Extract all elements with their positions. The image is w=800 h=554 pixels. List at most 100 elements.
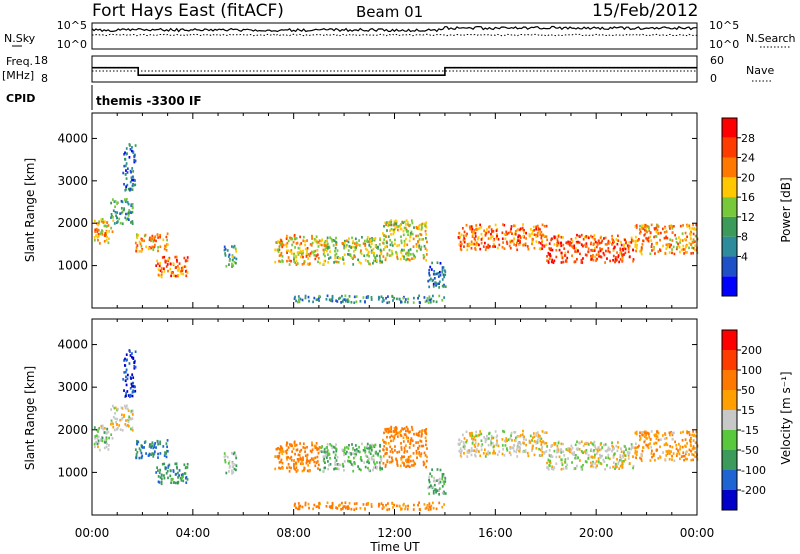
power-cell bbox=[295, 254, 297, 258]
velocity-cell bbox=[123, 389, 125, 392]
power-cell bbox=[459, 244, 462, 247]
power-cell bbox=[642, 227, 645, 230]
power-cell bbox=[344, 299, 347, 303]
power-cell bbox=[153, 236, 156, 240]
power-cell bbox=[552, 261, 555, 264]
power-cell bbox=[615, 256, 617, 259]
power-cell bbox=[496, 227, 499, 231]
velocity-cell bbox=[137, 440, 140, 444]
velocity-cell bbox=[355, 448, 358, 451]
velocity-cell bbox=[677, 442, 680, 446]
power-cell bbox=[630, 236, 633, 240]
velocity-cell bbox=[435, 507, 438, 511]
velocity-cell bbox=[671, 433, 674, 437]
velocity-cell bbox=[337, 467, 340, 471]
velocity-cell bbox=[336, 463, 339, 466]
velocity-cell bbox=[604, 443, 607, 446]
power-cell bbox=[506, 242, 509, 245]
power-cell bbox=[531, 229, 534, 233]
power-cell bbox=[428, 271, 431, 275]
power-cell bbox=[274, 260, 277, 264]
power-cell bbox=[646, 225, 649, 228]
velocity-colorbar-tick-label: -15 bbox=[741, 424, 759, 437]
power-cell bbox=[343, 244, 346, 248]
power-cell bbox=[425, 233, 427, 236]
velocity-cell bbox=[325, 456, 328, 459]
power-cell bbox=[127, 218, 130, 222]
power-cell bbox=[635, 226, 638, 229]
power-cell bbox=[349, 254, 352, 258]
power-cell bbox=[303, 260, 306, 263]
power-cell bbox=[580, 261, 583, 264]
velocity-cell bbox=[678, 452, 681, 456]
velocity-cell bbox=[149, 443, 152, 446]
velocity-cell bbox=[683, 454, 686, 458]
velocity-cell bbox=[172, 481, 175, 484]
power-cell bbox=[93, 238, 96, 242]
power-colorbar-swatch bbox=[722, 276, 737, 296]
power-cell bbox=[112, 209, 115, 213]
velocity-cell bbox=[298, 507, 301, 511]
power-cell bbox=[278, 259, 280, 263]
power-cell bbox=[347, 252, 349, 256]
power-cell bbox=[487, 243, 490, 247]
power-cell bbox=[423, 244, 426, 248]
velocity-cell bbox=[441, 475, 444, 478]
velocity-cell bbox=[347, 507, 350, 510]
velocity-cell bbox=[157, 480, 160, 484]
velocity-cell bbox=[298, 453, 301, 457]
power-cell bbox=[562, 236, 564, 239]
power-cell bbox=[327, 261, 330, 264]
velocity-cell bbox=[634, 446, 637, 450]
power-cell bbox=[668, 251, 671, 254]
power-cell bbox=[690, 243, 692, 246]
power-cell bbox=[671, 231, 674, 234]
velocity-cell bbox=[407, 429, 409, 433]
velocity-cell bbox=[541, 450, 544, 454]
velocity-cell bbox=[439, 468, 442, 472]
velocity-cell bbox=[127, 409, 130, 412]
velocity-cell bbox=[314, 456, 317, 460]
power-cell bbox=[174, 255, 177, 259]
power-cell bbox=[400, 235, 402, 239]
power-cell bbox=[93, 219, 96, 223]
power-cell bbox=[383, 234, 386, 238]
velocity-cell bbox=[110, 419, 113, 423]
power-cell bbox=[591, 248, 594, 252]
power-cell bbox=[490, 228, 493, 231]
velocity-cell bbox=[393, 426, 396, 430]
power-cell bbox=[110, 212, 113, 216]
power-cell bbox=[134, 179, 136, 182]
velocity-cell bbox=[556, 450, 558, 454]
velocity-cell bbox=[370, 456, 373, 459]
power-cell bbox=[159, 269, 162, 273]
velocity-cell bbox=[299, 456, 302, 460]
power-cell bbox=[685, 251, 687, 254]
velocity-cell bbox=[521, 433, 524, 436]
velocity-cell bbox=[407, 504, 409, 508]
power-cell bbox=[476, 237, 479, 241]
power-cell bbox=[341, 241, 344, 245]
power-cell bbox=[477, 236, 480, 239]
velocity-cell bbox=[551, 465, 554, 468]
power-cell bbox=[434, 281, 437, 284]
power-cell bbox=[502, 241, 505, 244]
power-cell bbox=[603, 237, 605, 240]
power-cell bbox=[425, 225, 428, 229]
power-cell bbox=[103, 220, 106, 224]
power-cell bbox=[306, 249, 309, 253]
power-cell bbox=[279, 243, 282, 247]
power-cell bbox=[470, 230, 473, 234]
velocity-cell bbox=[662, 451, 664, 454]
velocity-cell bbox=[94, 435, 97, 438]
velocity-cell bbox=[624, 445, 626, 448]
power-cell bbox=[396, 255, 399, 259]
velocity-cell bbox=[302, 456, 304, 459]
velocity-cell bbox=[630, 445, 633, 448]
velocity-cell bbox=[125, 394, 127, 398]
velocity-cell bbox=[381, 467, 383, 470]
power-cell bbox=[420, 238, 423, 241]
velocity-cell bbox=[316, 460, 319, 463]
velocity-cell bbox=[350, 463, 353, 466]
power-cell bbox=[361, 235, 363, 239]
